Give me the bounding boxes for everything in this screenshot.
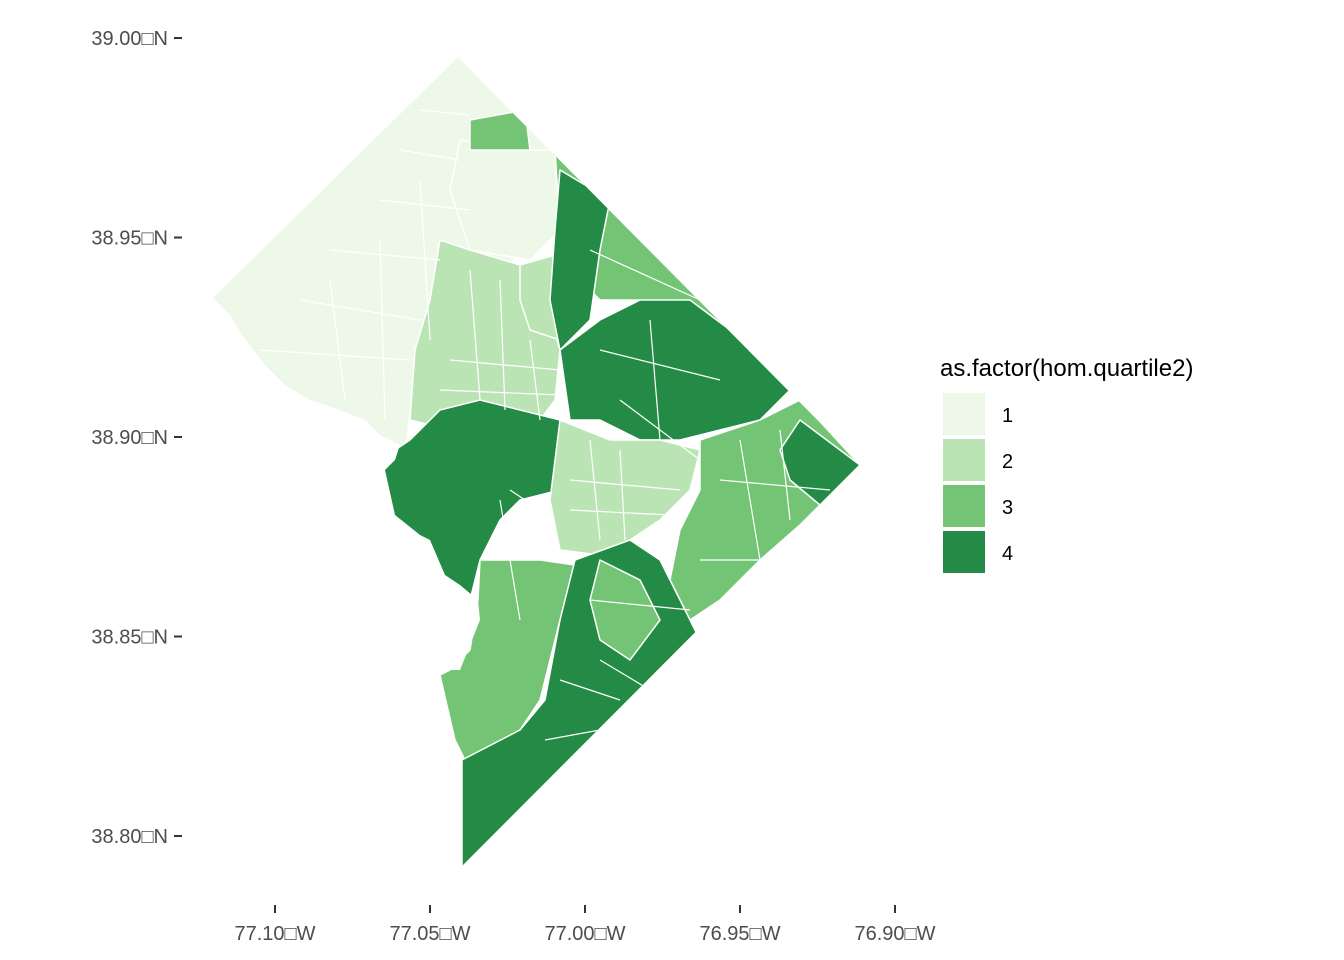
x-tick-label: 76.95□W bbox=[699, 923, 780, 945]
quartile-4-region-east-edge bbox=[779, 419, 861, 506]
legend-key-label: 4 bbox=[1002, 543, 1013, 565]
tract-boundaries bbox=[259, 109, 831, 741]
legend-key-label: 2 bbox=[1002, 451, 1013, 473]
x-tick-label: 76.90□W bbox=[854, 923, 935, 945]
legend-key-swatch bbox=[941, 483, 987, 529]
legend-key-label: 3 bbox=[1002, 497, 1013, 519]
x-tick-label: 77.00□W bbox=[544, 923, 625, 945]
y-tick-label: 39.00□N bbox=[91, 28, 168, 50]
x-tick-label: 77.05□W bbox=[389, 923, 470, 945]
legend-key-swatch bbox=[941, 529, 987, 575]
legend-key-label: 1 bbox=[1002, 405, 1013, 427]
x-tick-label: 77.10□W bbox=[234, 923, 315, 945]
y-axis: 39.00□N 38.95□N 38.90□N 38.85□N 38.80□N bbox=[91, 28, 182, 848]
y-tick-label: 38.95□N bbox=[91, 228, 168, 250]
x-axis: 77.10□W 77.05□W 77.00□W 76.95□W 76.90□W bbox=[234, 905, 936, 945]
y-tick-label: 38.90□N bbox=[91, 427, 168, 449]
legend-title: as.factor(hom.quartile2) bbox=[940, 355, 1193, 382]
legend-key-swatch bbox=[941, 437, 987, 483]
y-tick-label: 38.80□N bbox=[91, 826, 168, 848]
legend: as.factor(hom.quartile2) 1 2 3 4 bbox=[940, 355, 1193, 575]
y-tick-label: 38.85□N bbox=[91, 627, 168, 649]
quartile-3-region-north-top bbox=[469, 109, 531, 151]
quartile-4-region-central-east bbox=[559, 299, 791, 441]
quartile-2-region-capitol-hill bbox=[549, 419, 701, 556]
legend-key-swatch bbox=[941, 391, 987, 437]
